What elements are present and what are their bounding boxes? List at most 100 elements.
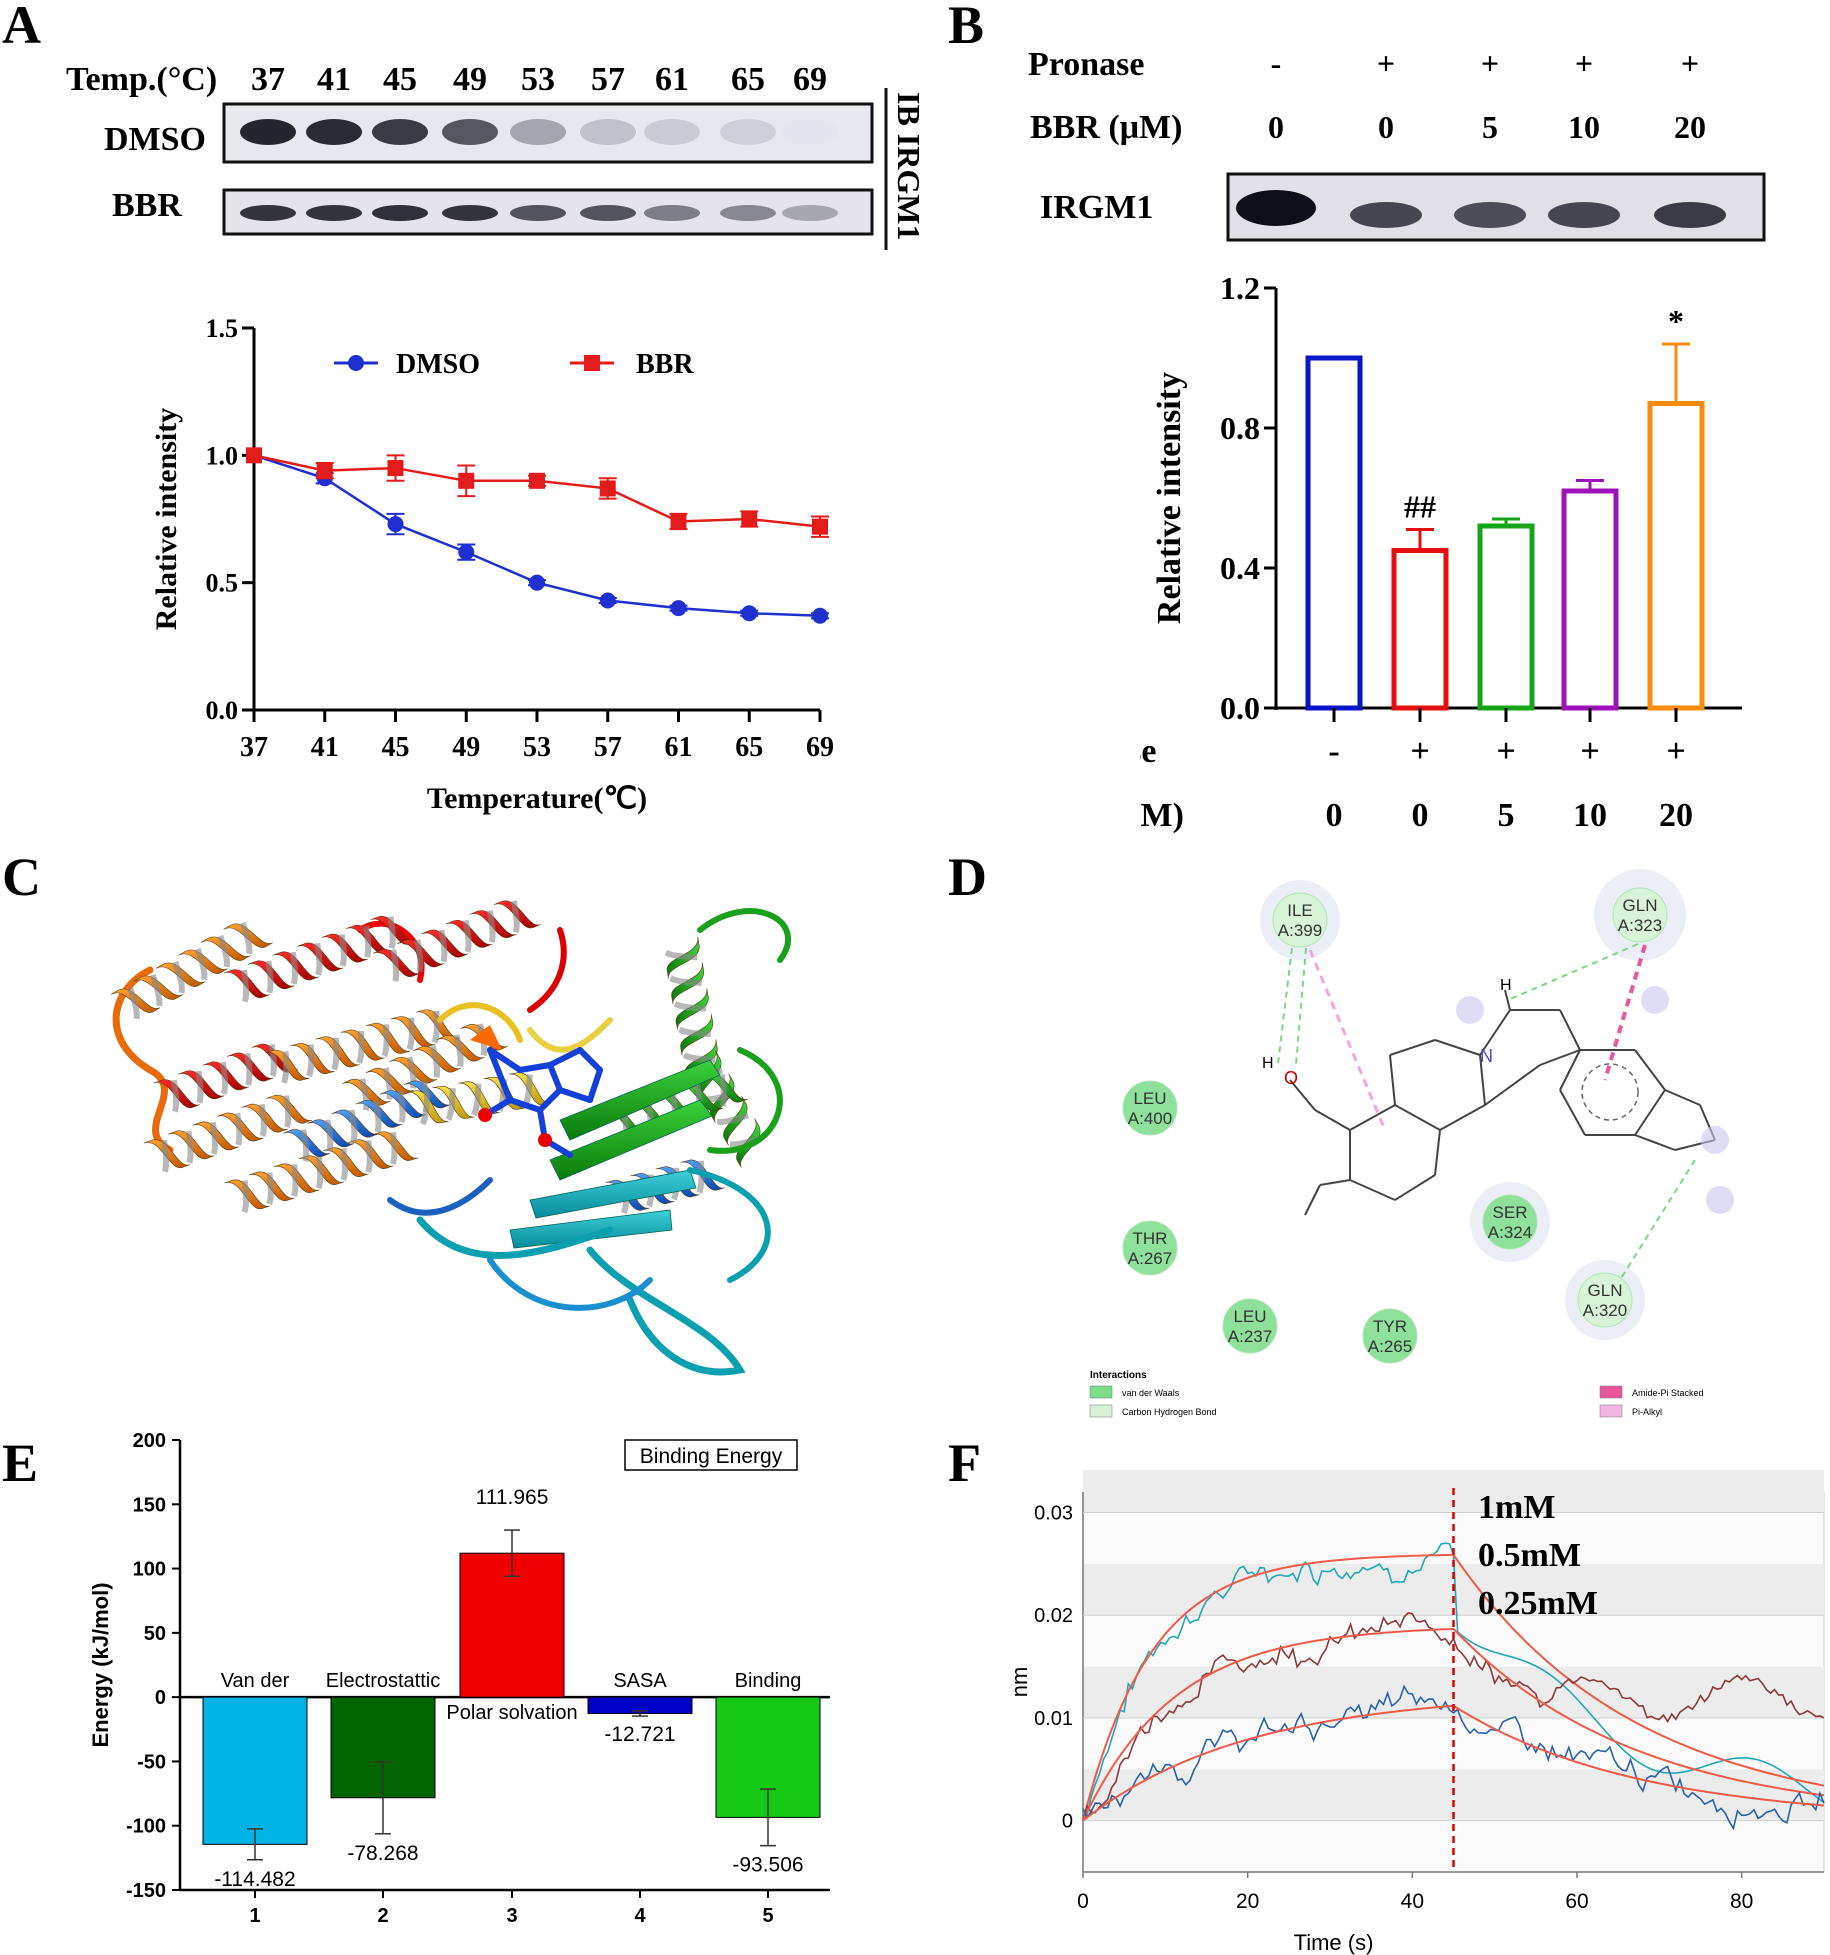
band-bbr-53 bbox=[510, 205, 566, 221]
panel-b-blot: Pronase BBR (μM) IRGM1 - + + + +0 0 5 10 20 bbox=[1028, 45, 1766, 242]
y-tick-label: 100 bbox=[133, 1559, 166, 1581]
helix-backside bbox=[149, 974, 163, 1007]
point-bbr-49 bbox=[458, 472, 475, 489]
panel-a-chart: 0.0 0.5 1.0 1.5 37 41 45 49 53 57 61 65 69 Temperatur… bbox=[150, 314, 834, 815]
helix-backside bbox=[429, 1045, 441, 1078]
molecule-bond bbox=[1319, 1179, 1351, 1186]
y-tick-label: 0.0 bbox=[1220, 690, 1260, 726]
helix-backside bbox=[486, 910, 496, 943]
helix-backside bbox=[280, 1051, 290, 1084]
panel-a-blot: Temp.(°C) 37 41 45 49 53 57 61 65 69 DMSO BBR IB… bbox=[66, 61, 927, 250]
panel-label-b: B bbox=[948, 0, 985, 55]
helix-backside bbox=[283, 1095, 292, 1129]
molecule-bond bbox=[1389, 1054, 1396, 1106]
molecule-bond bbox=[1559, 1049, 1581, 1091]
residue-leu-A237 bbox=[1222, 1298, 1278, 1354]
ib-label: IB IRGM1 bbox=[891, 92, 927, 240]
band-bbr-41 bbox=[306, 205, 362, 221]
point-bbr-41 bbox=[316, 462, 333, 479]
y-tick-label: 1.2 bbox=[1220, 270, 1260, 306]
molecule-bond bbox=[1479, 1009, 1511, 1056]
y-tick-label: -150 bbox=[126, 1880, 166, 1902]
band-bbr-57 bbox=[580, 205, 636, 221]
row-label-dmso: DMSO bbox=[104, 121, 206, 158]
helix-backside bbox=[217, 935, 230, 968]
residue-ile-A399 bbox=[1272, 892, 1328, 948]
point-dmso-61 bbox=[670, 600, 687, 617]
legend-label-dmso: DMSO bbox=[396, 349, 480, 380]
pronase-sign: + bbox=[1666, 733, 1685, 770]
x-tick-label: 4 bbox=[634, 1905, 646, 1927]
band-bbr-61 bbox=[644, 205, 700, 221]
bar-name-label: Binding bbox=[735, 1670, 802, 1692]
molecule-bond bbox=[1559, 1009, 1581, 1051]
bar-3 bbox=[459, 1552, 565, 1698]
legend-label: van der Waals bbox=[1122, 1388, 1180, 1398]
molecule-bond bbox=[1484, 1064, 1541, 1106]
point-dmso-45 bbox=[387, 516, 404, 533]
point-bbr-69 bbox=[812, 518, 828, 535]
band-irgm1-0 bbox=[1236, 190, 1316, 226]
residue-id: A:265 bbox=[1368, 1337, 1412, 1356]
ligand-interaction-diagram: ILEA:399GLNA:323LEUA:400THRA:267LEUA:237… bbox=[1089, 869, 1734, 1418]
blot-pronase-sign: - bbox=[1271, 45, 1282, 81]
x-tick-label: 53 bbox=[523, 732, 551, 763]
temp-tick-45: 45 bbox=[383, 61, 417, 98]
atom-n: N bbox=[1480, 1046, 1493, 1066]
bar-5 bbox=[1647, 401, 1705, 711]
bar-value-label: -78.268 bbox=[347, 1842, 418, 1865]
helix-backside bbox=[372, 1099, 382, 1133]
helix-backside bbox=[363, 925, 372, 959]
coil-green-2 bbox=[707, 1047, 783, 1154]
sheet-green-1 bbox=[559, 1059, 721, 1141]
bar-value-label: -12.721 bbox=[604, 1723, 675, 1746]
series-line-bbr bbox=[253, 454, 821, 528]
helix-backside bbox=[331, 1037, 340, 1071]
helix-backside bbox=[314, 942, 323, 976]
ligand-bond bbox=[557, 1087, 593, 1103]
bar-name-label: SASA bbox=[613, 1670, 667, 1692]
residue-tyr-A265 bbox=[1362, 1308, 1418, 1364]
pronase-sign: - bbox=[1328, 733, 1339, 770]
bbr-conc: 5 bbox=[1498, 797, 1515, 834]
point-bbr-53 bbox=[529, 472, 545, 489]
y-axis-label: Energy (kJ/mol) bbox=[88, 1582, 113, 1747]
series-label-0.5mM: 0.5mM bbox=[1478, 1537, 1581, 1574]
y-tick-label: 200 bbox=[133, 1430, 166, 1452]
x-tick-label: 5 bbox=[762, 1905, 773, 1927]
y-tick-label: 0 bbox=[155, 1687, 166, 1709]
residue-name: GLN bbox=[1588, 1281, 1623, 1300]
point-bbr-37 bbox=[246, 447, 262, 464]
coil-cyan-4 bbox=[687, 1167, 771, 1283]
residue-id: A:399 bbox=[1278, 921, 1322, 940]
molecule-bond bbox=[1289, 1079, 1316, 1111]
bar-1 bbox=[1305, 355, 1363, 711]
helix-backside bbox=[315, 1156, 324, 1189]
pronase-row-label: Pronase bbox=[1140, 733, 1156, 770]
legend-label: Pi-Alkyl bbox=[1632, 1407, 1662, 1417]
significance-annotation: * bbox=[1668, 303, 1684, 339]
band-bbr-65 bbox=[720, 205, 776, 221]
residue-leu-A400 bbox=[1122, 1080, 1178, 1136]
series-label-0.25mM: 0.25mM bbox=[1478, 1585, 1598, 1622]
helix-backside bbox=[306, 1044, 315, 1078]
helix-orange-2 bbox=[265, 1009, 461, 1084]
panel-f-chart: 0 0.01 0.02 0.03 0 20 40 60 80 Time (s) nm 1mM 0.5mM… bbox=[1010, 1470, 1825, 1955]
y-tick-label: -100 bbox=[126, 1816, 166, 1838]
atom-h: H bbox=[1262, 1055, 1274, 1072]
helix-backside bbox=[338, 934, 347, 967]
bbr-conc: 0 bbox=[1326, 797, 1343, 834]
helix-backside bbox=[462, 919, 472, 953]
helix-backside bbox=[266, 1172, 274, 1206]
residue-thr-A267 bbox=[1122, 1220, 1178, 1276]
band-bbr-45 bbox=[372, 205, 428, 221]
bbr-conc: 0 bbox=[1412, 797, 1429, 834]
sheet-cyan-1 bbox=[529, 1169, 697, 1219]
y-axis-label: Relative intensity bbox=[150, 408, 183, 630]
point-dmso-53 bbox=[529, 574, 545, 591]
point-bbr-61 bbox=[670, 513, 687, 530]
helix-backside bbox=[664, 949, 698, 961]
molecule-bond bbox=[1394, 1174, 1436, 1201]
y-tick-label: 0.8 bbox=[1220, 410, 1260, 446]
legend-title: Interactions bbox=[1090, 1370, 1147, 1381]
